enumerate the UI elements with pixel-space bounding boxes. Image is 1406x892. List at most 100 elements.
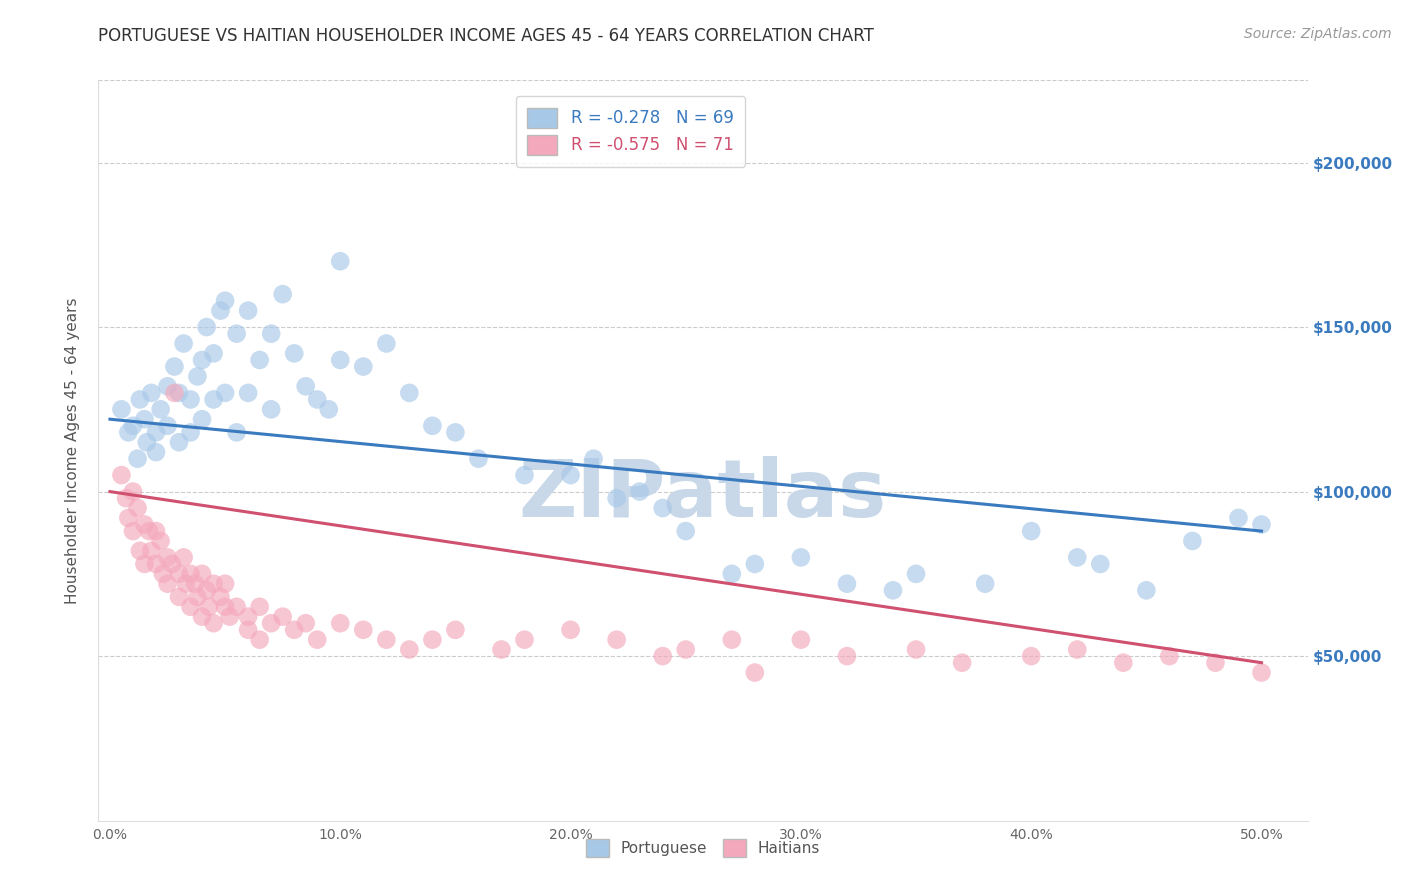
Point <box>307 392 329 407</box>
Y-axis label: Householder Income Ages 45 - 64 years: Householder Income Ages 45 - 64 years <box>65 297 80 604</box>
Point <box>145 557 167 571</box>
Point <box>173 336 195 351</box>
Point <box>260 616 283 631</box>
Point <box>218 609 240 624</box>
Point <box>163 359 186 374</box>
Point <box>202 346 225 360</box>
Point <box>225 326 247 341</box>
Point <box>236 623 259 637</box>
Point <box>444 425 467 440</box>
Point <box>294 379 316 393</box>
Point <box>214 576 236 591</box>
Point <box>1112 656 1135 670</box>
Point <box>651 501 673 516</box>
Point <box>720 632 742 647</box>
Point <box>214 385 236 400</box>
Point <box>127 451 149 466</box>
Point <box>882 583 904 598</box>
Point <box>180 392 202 407</box>
Point <box>1019 649 1042 664</box>
Point <box>294 616 316 631</box>
Point <box>1159 649 1181 664</box>
Point <box>195 320 218 334</box>
Point <box>160 557 183 571</box>
Point <box>167 590 190 604</box>
Point <box>1204 656 1226 670</box>
Point <box>260 402 283 417</box>
Point <box>1250 517 1272 532</box>
Point <box>180 566 202 581</box>
Point <box>167 385 190 400</box>
Point <box>352 623 374 637</box>
Point <box>675 524 697 538</box>
Point <box>163 385 186 400</box>
Point <box>1019 524 1042 538</box>
Point <box>582 451 605 466</box>
Point <box>835 576 858 591</box>
Point <box>167 566 190 581</box>
Point <box>195 583 218 598</box>
Point <box>467 451 489 466</box>
Point <box>720 566 742 581</box>
Point <box>141 385 163 400</box>
Point <box>117 425 139 440</box>
Point <box>115 491 138 505</box>
Point <box>1181 533 1204 548</box>
Point <box>138 524 160 538</box>
Point <box>1250 665 1272 680</box>
Point <box>117 511 139 525</box>
Point <box>152 566 174 581</box>
Point <box>122 418 145 433</box>
Point <box>128 392 150 407</box>
Point <box>790 632 813 647</box>
Point <box>513 468 536 483</box>
Point <box>375 336 398 351</box>
Point <box>422 418 444 433</box>
Point <box>398 642 420 657</box>
Point <box>198 599 221 614</box>
Point <box>905 642 928 657</box>
Point <box>444 623 467 637</box>
Point <box>1135 583 1157 598</box>
Point <box>1090 557 1112 571</box>
Point <box>145 425 167 440</box>
Point <box>329 353 352 368</box>
Point <box>675 642 697 657</box>
Point <box>1066 550 1088 565</box>
Point <box>134 557 156 571</box>
Point <box>329 616 352 631</box>
Point <box>249 599 271 614</box>
Point <box>145 524 167 538</box>
Point <box>271 287 294 301</box>
Point <box>134 517 156 532</box>
Point <box>283 623 305 637</box>
Point <box>209 590 232 604</box>
Point <box>180 425 202 440</box>
Point <box>628 484 651 499</box>
Point <box>184 576 207 591</box>
Point <box>156 576 179 591</box>
Legend: Portuguese, Haitians: Portuguese, Haitians <box>578 831 828 865</box>
Point <box>744 665 766 680</box>
Point <box>191 412 214 426</box>
Point <box>149 402 172 417</box>
Point <box>790 550 813 565</box>
Point <box>560 468 582 483</box>
Point <box>905 566 928 581</box>
Point <box>122 524 145 538</box>
Point <box>135 435 157 450</box>
Point <box>167 435 190 450</box>
Point <box>560 623 582 637</box>
Point <box>127 501 149 516</box>
Point <box>225 425 247 440</box>
Point <box>134 412 156 426</box>
Point <box>236 609 259 624</box>
Point <box>307 632 329 647</box>
Point <box>236 303 259 318</box>
Point <box>950 656 973 670</box>
Point <box>191 566 214 581</box>
Point <box>180 599 202 614</box>
Point <box>191 353 214 368</box>
Text: ZIPatlas: ZIPatlas <box>519 456 887 534</box>
Point <box>191 609 214 624</box>
